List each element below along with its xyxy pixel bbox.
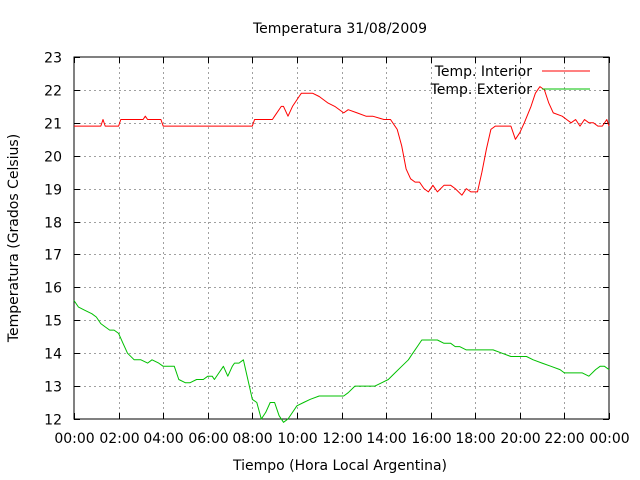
- y-axis-tick-labels: 12 13 14 15 16 17 18 19 20 21 22 23: [44, 51, 62, 429]
- x-tick-label: 16:00: [411, 431, 451, 447]
- legend-label-exterior: Temp. Exterior: [430, 82, 533, 98]
- x-tick-label: 12:00: [322, 431, 362, 447]
- y-tick-label: 19: [44, 183, 62, 199]
- x-tick-label: 18:00: [455, 431, 495, 447]
- y-tick-label: 13: [44, 380, 62, 396]
- x-tick-label: 14:00: [366, 431, 406, 447]
- x-tick-label: 06:00: [188, 431, 228, 447]
- y-tick-label: 23: [44, 51, 62, 67]
- axis-ticks: [74, 57, 610, 420]
- x-tick-label: 20:00: [500, 431, 540, 447]
- x-tick-label: 02:00: [99, 431, 139, 447]
- y-tick-label: 12: [44, 413, 62, 429]
- x-tick-label: 00:00: [54, 431, 94, 447]
- y-tick-label: 20: [44, 150, 62, 166]
- y-axis-title: Temperatura (Grados Celsius): [6, 134, 22, 343]
- y-tick-label: 14: [44, 347, 62, 363]
- x-tick-label: 00:00: [589, 431, 629, 447]
- data-series: [73, 86, 610, 423]
- chart-title: Temperatura 31/08/2009: [252, 21, 427, 37]
- x-axis-title: Tiempo (Hora Local Argentina): [232, 458, 447, 474]
- legend-label-interior: Temp. Interior: [434, 64, 533, 80]
- series-line-interior: [74, 86, 610, 196]
- x-tick-label: 10:00: [277, 431, 317, 447]
- x-tick-label: 04:00: [143, 431, 183, 447]
- y-tick-label: 16: [44, 281, 62, 297]
- x-tick-label: 08:00: [232, 431, 272, 447]
- x-tick-label: 22:00: [544, 431, 584, 447]
- x-axis-tick-labels: 00:00 02:00 04:00 06:00 08:00 10:00 12:00 14:00…: [54, 431, 629, 447]
- legend: Temp. Interior Temp. Exterior: [430, 64, 590, 98]
- y-tick-label: 21: [44, 117, 62, 133]
- series-line-exterior: [73, 300, 610, 423]
- y-tick-label: 17: [44, 248, 62, 264]
- y-tick-label: 15: [44, 314, 62, 330]
- y-tick-label: 18: [44, 216, 62, 232]
- plot-area-frame: [73, 56, 610, 420]
- y-tick-label: 22: [44, 84, 62, 100]
